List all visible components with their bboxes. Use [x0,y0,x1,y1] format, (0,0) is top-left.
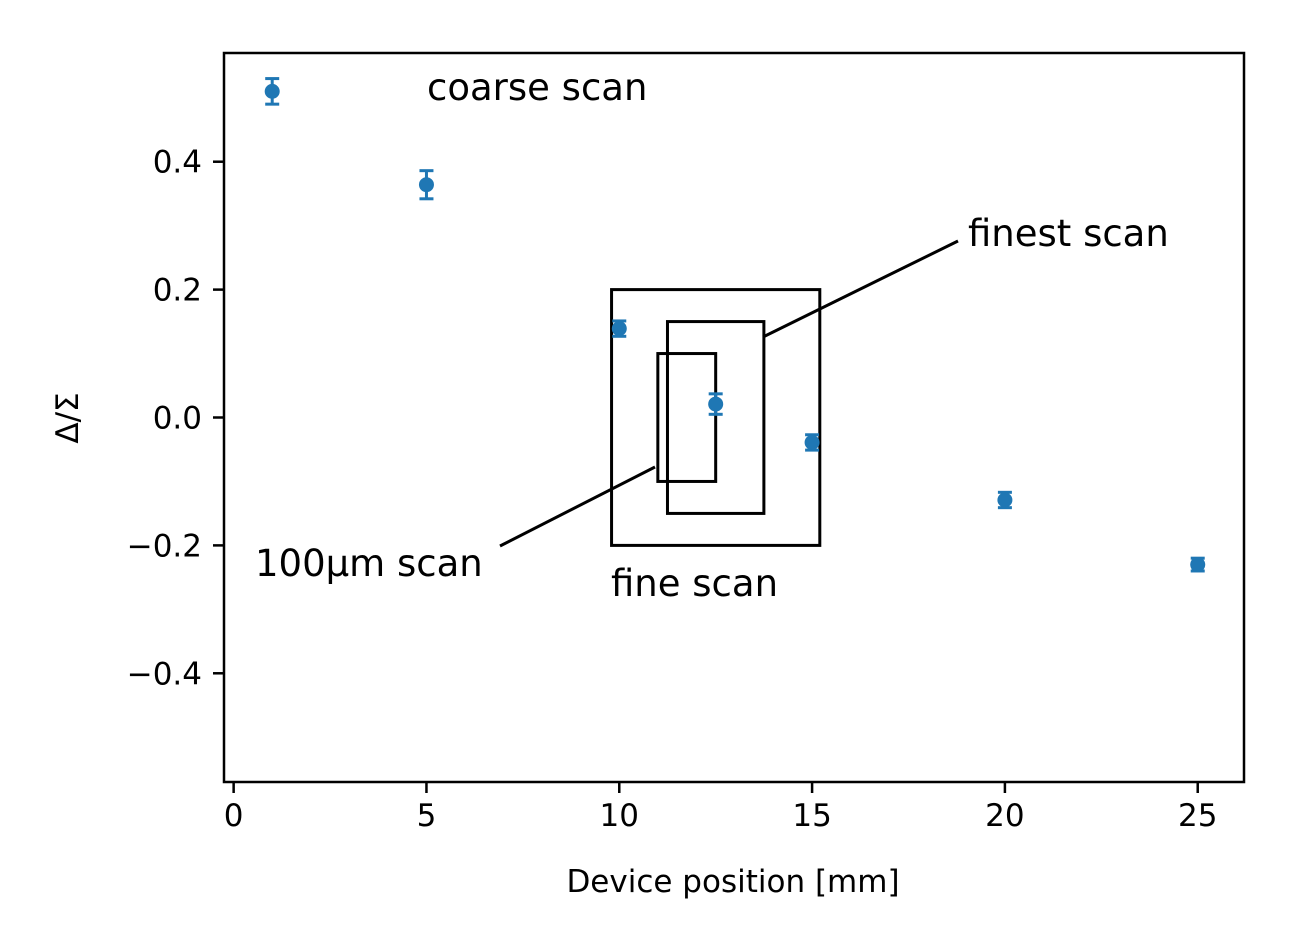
x-axis-label: Device position [mm] [566,864,899,900]
data-point [611,321,627,337]
data-point [997,492,1013,508]
x-tick-label: 15 [792,798,831,834]
x-tick-label: 0 [224,798,244,834]
x-tick-label: 5 [417,798,437,834]
annotation-coarse-scan: coarse scan [427,66,647,109]
y-tick-label: 0.0 [153,401,202,437]
annotation-fine-scan: fine scan [611,562,778,605]
y-tick-label: −0.4 [127,656,202,692]
100um-scan-leader-line [499,465,656,548]
data-point [418,177,434,193]
data-point [1190,557,1206,573]
plot-frame [222,51,1246,784]
data-point [264,83,280,99]
data-series [264,77,1206,573]
y-tick-label: −0.2 [127,528,202,564]
annotation-finest-scan: finest scan [968,212,1169,255]
scan-region-box [610,288,822,547]
y-tick-label: 0.2 [153,273,202,309]
x-tick-label: 20 [985,798,1024,834]
data-point [708,396,724,412]
annotation-100um-scan: 100μm scan [255,542,483,585]
scan-regions [610,288,822,547]
data-point [804,434,820,450]
y-axis: −0.4 −0.2 0.0 0.2 0.4 [127,145,224,692]
x-axis: 0 5 10 15 20 25 [224,782,1217,834]
y-axis-label: Δ/Σ [50,392,86,443]
scan-region-box [656,352,718,483]
finest-scan-leader-line [762,239,959,339]
y-tick-label: 0.4 [153,145,202,181]
scan-region-box [665,320,766,515]
x-tick-label: 10 [600,798,639,834]
x-tick-label: 25 [1178,798,1217,834]
